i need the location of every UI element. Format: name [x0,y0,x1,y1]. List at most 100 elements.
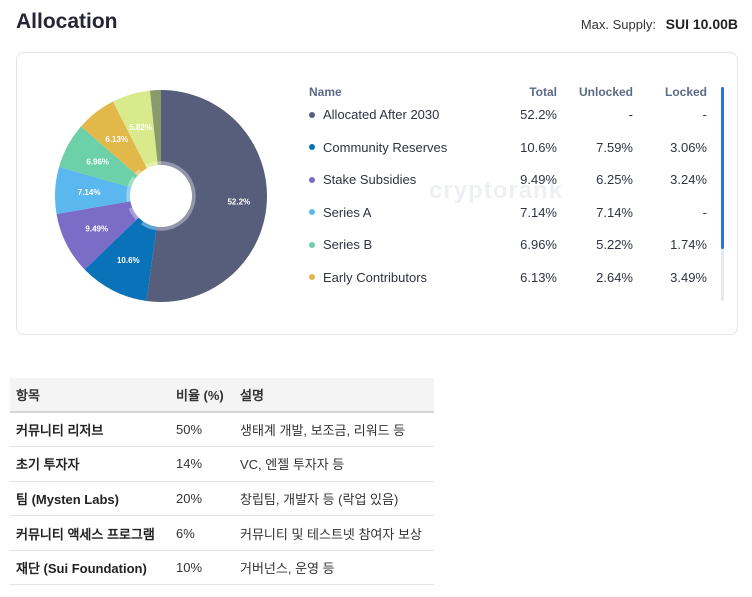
korean-table-header-row: 항목 비율 (%) 설명 [10,378,434,413]
pie-slice-unlocked [145,161,158,169]
legend-total: 7.14% [520,204,557,220]
korean-allocation-table: 항목 비율 (%) 설명 커뮤니티 리저브 50% 생태계 개발, 보조금, 리워드… [10,378,434,586]
pie-slice[interactable] [112,90,158,169]
korean-table-row: 재단 (Sui Foundation) 10% 거버넌스, 운영 등 [10,550,434,586]
pie-slice-label: 6.13% [105,135,128,144]
header-unlocked: Unlocked [578,85,633,99]
legend-name-text: Stake Subsidies [323,172,417,187]
legend-total: 6.96% [520,237,557,252]
pie-slice[interactable] [59,126,138,188]
legend-total: 52.2% [520,107,557,122]
legend-dot-icon [309,176,315,183]
pie-slice-label: 10.6% [117,256,140,265]
korean-desc-cell: 커뮤니티 및 테스트넷 참여자 보상 [234,515,434,551]
korean-item-cell: 팀 (Mysten Labs) [10,481,170,517]
pie-slice[interactable] [84,217,157,301]
pie-slice-unlocked [127,176,136,188]
korean-table-row: 커뮤니티 리저브 50% 생태계 개발, 보조금, 리워드 등 [10,412,434,448]
korean-header-desc: 설명 [234,378,434,413]
legend-unlocked: 7.14% [596,204,633,220]
pie-slice-unlocked [128,207,139,221]
legend-name: Allocated After 2030 [309,107,439,122]
korean-desc-cell: 거버넌스, 운영 등 [234,550,434,586]
korean-ratio-cell: 50% [170,412,234,448]
korean-header-item: 항목 [10,378,170,413]
legend-row: Series B 6.96% 5.22% 1.74% [307,233,707,266]
legend-dot-icon [309,241,315,248]
korean-ratio-cell: 6% [170,515,234,551]
korean-ratio-cell: 20% [170,481,234,517]
legend-dot-icon [309,209,315,216]
legend-name: Series A [309,205,371,220]
legend-row: Community Reserves 10.6% 7.59% 3.06% [307,136,707,169]
pie-slice[interactable] [146,90,268,302]
page-title: Allocation [16,10,118,33]
legend-locked: 3.06% [670,139,707,155]
header-locked: Locked [664,85,707,99]
korean-table-row: 커뮤니티 액세스 프로그램 6% 커뮤니티 및 테스트넷 참여자 보상 [10,515,434,551]
allocation-legend-table: Name Total Unlocked Locked Allocated Aft… [307,81,707,298]
legend-scrollbar[interactable] [721,87,724,301]
pie-slice-label: 52.2% [227,197,250,206]
legend-total: 10.6% [520,139,557,155]
korean-desc-cell: 창립팀, 개발자 등 (락업 있음) [234,481,434,517]
allocation-header: Allocation Max. Supply: SUI 10.00B [16,10,740,38]
legend-name: Early Contributors [309,270,427,285]
legend-unlocked: 5.22% [596,237,633,252]
legend-name: Community Reserves [309,140,447,155]
legend-locked: 3.24% [670,172,707,187]
korean-item-cell: 초기 투자자 [10,446,170,482]
legend-scrollbar-thumb[interactable] [721,87,724,249]
header-total: Total [529,85,557,99]
legend-total: 6.13% [520,269,557,285]
korean-desc-cell: 생태계 개발, 보조금, 리워드 등 [234,412,434,448]
pie-slice-label: 9.49% [85,225,108,234]
pie-slice[interactable] [81,101,147,176]
legend-locked: 3.49% [670,269,707,285]
allocation-donut-chart: 52.2% 10.6% 9.49% 7.14% 6.96% 6.13%5.82% [54,90,268,302]
legend-unlocked: - [628,107,633,122]
legend-unlocked: 7.59% [596,139,633,155]
legend-row: Allocated After 2030 52.2% - - [307,103,707,136]
legend-header-row: Name Total Unlocked Locked [307,81,707,103]
pie-slice-unlocked [134,169,142,176]
max-supply-label: Max. Supply: [580,17,656,32]
korean-item-cell: 커뮤니티 리저브 [10,412,170,448]
legend-dot-icon [309,111,315,118]
pie-slice-unlocked [140,221,157,231]
pie-slice-unlocked [157,161,161,166]
pie-slice[interactable] [56,201,139,270]
pie-slice-unlocked [126,186,132,202]
max-supply-value: SUI 10.00B [665,16,738,32]
legend-locked: - [702,107,707,122]
korean-item-cell: 재단 (Sui Foundation) [10,550,170,586]
pie-slice[interactable] [149,90,161,166]
korean-desc-cell: VC, 엔젤 투자자 등 [234,446,434,482]
korean-item-cell: 커뮤니티 액세스 프로그램 [10,515,170,551]
legend-name: Stake Subsidies [309,172,416,187]
max-supply: Max. Supply: SUI 10.00B [581,16,738,32]
legend-name-text: Series B [323,237,373,252]
donut-hole [130,165,192,227]
pie-slice-label: 7.14% [78,188,101,197]
legend-dot-icon [309,144,315,151]
legend-name-text: Early Contributors [323,269,428,285]
korean-table-row: 초기 투자자 14% VC, 엔젤 투자자 등 [10,446,434,482]
pie-slice-label: 6.96% [86,158,109,167]
korean-ratio-cell: 14% [170,446,234,482]
legend-locked: 1.74% [670,237,707,252]
legend-locked: - [702,204,707,220]
header-name: Name [309,85,342,99]
legend-unlocked: 2.64% [596,269,633,285]
legend-dot-icon [309,274,315,281]
korean-header-ratio: 비율 (%) [170,378,234,413]
watermark: cryptorank [429,177,564,204]
legend-row: Series A 7.14% 7.14% - [307,201,707,234]
korean-ratio-cell: 10% [170,550,234,586]
legend-name-text: Community Reserves [323,139,448,155]
legend-name-text: Series A [323,204,372,220]
korean-table-row: 팀 (Mysten Labs) 20% 창립팀, 개발자 등 (락업 있음) [10,481,434,517]
legend-name-text: Allocated After 2030 [323,107,440,122]
pie-slice[interactable] [54,166,132,214]
legend-name: Series B [309,237,372,252]
